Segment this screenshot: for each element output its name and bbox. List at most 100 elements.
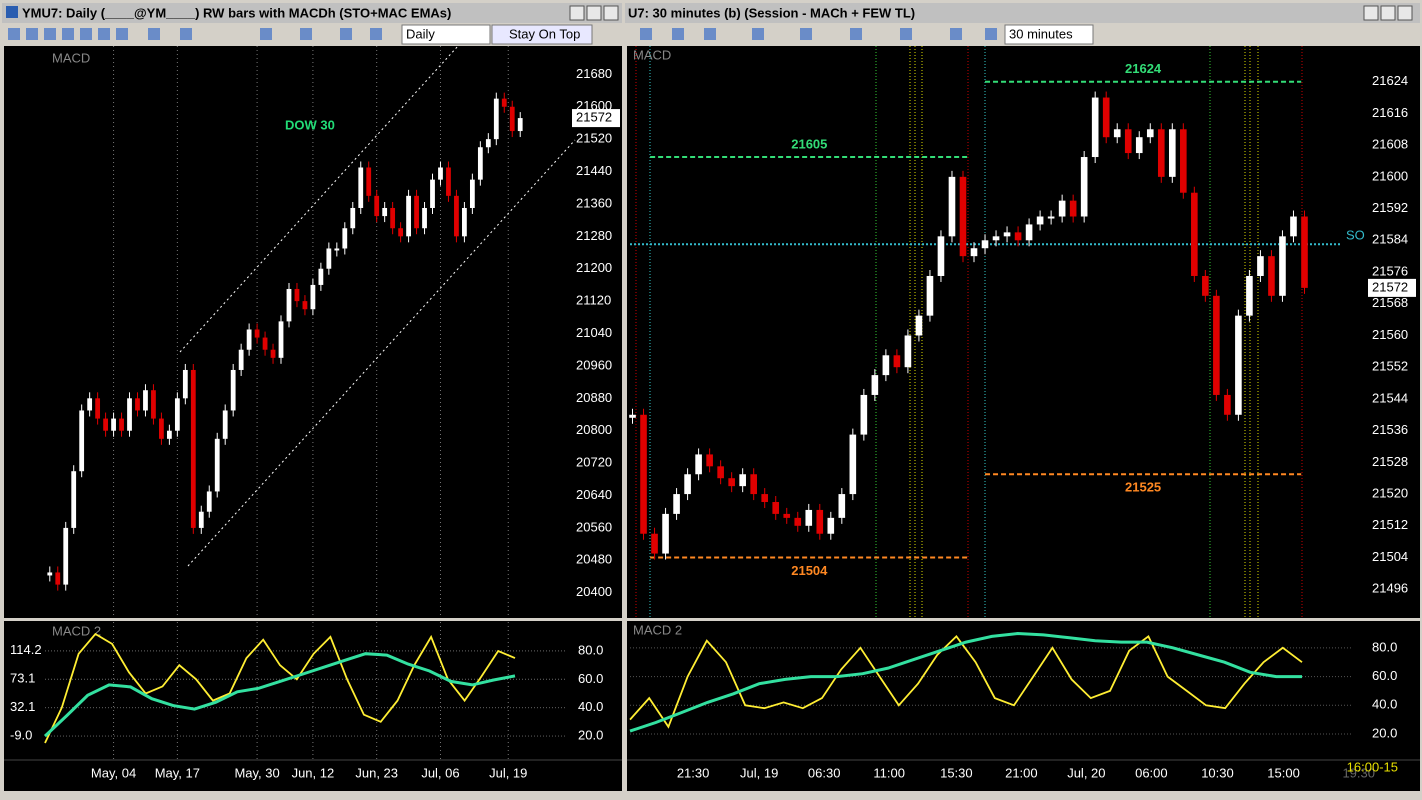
x-tick-label: 06:30 (808, 765, 841, 780)
stay-on-top-button[interactable] (491, 24, 593, 45)
candle (262, 337, 268, 350)
x-tick-label: Jun, 12 (292, 765, 335, 780)
candle (103, 418, 108, 431)
candle (1257, 256, 1264, 276)
y-tick-label: 21496 (1372, 581, 1408, 596)
tool-icon[interactable] (80, 28, 92, 40)
tool-icon[interactable] (985, 28, 997, 40)
tool-icon[interactable] (98, 28, 110, 40)
last-price-box (572, 109, 620, 128)
interval-dropdown[interactable] (1004, 24, 1094, 45)
candle (1213, 295, 1220, 395)
tool-icon[interactable] (800, 28, 812, 40)
candle (1036, 216, 1044, 225)
toolbar (8, 28, 382, 40)
y-tick-label: 21576 (1372, 263, 1408, 278)
level-label: 21624 (1125, 61, 1162, 76)
tool-icon[interactable] (752, 28, 764, 40)
tool-icon[interactable] (900, 28, 912, 40)
candle (390, 207, 396, 229)
candle (334, 248, 340, 251)
candle (1003, 232, 1011, 237)
candle (182, 369, 188, 399)
candle (469, 179, 475, 208)
candle (127, 398, 132, 431)
window-title: YMU7: Daily (____@YM____) RW bars with M… (22, 5, 451, 20)
candle (294, 288, 300, 302)
tool-icon[interactable] (950, 28, 962, 40)
x-tick-label: 15:30 (940, 765, 973, 780)
maximize-button[interactable] (586, 5, 602, 21)
candle (893, 355, 901, 368)
close-button[interactable] (603, 5, 619, 21)
tool-icon[interactable] (116, 28, 128, 40)
y-tick-label: 114.2 (10, 642, 42, 657)
x-tick-label: Jun, 23 (355, 765, 398, 780)
candle (904, 335, 912, 368)
tool-icon[interactable] (260, 28, 272, 40)
candle (772, 502, 780, 514)
minimize-button[interactable] (569, 5, 585, 21)
interval-dropdown[interactable] (401, 24, 491, 45)
candle (55, 572, 61, 585)
y-tick-label: 21584 (1372, 232, 1408, 247)
candle (278, 321, 284, 358)
candle (493, 98, 499, 140)
tool-icon[interactable] (672, 28, 684, 40)
minimize-button[interactable] (1363, 5, 1379, 21)
candle (477, 147, 483, 180)
tool-icon[interactable] (340, 28, 352, 40)
y-tick-label: 21536 (1372, 422, 1408, 437)
candle (794, 517, 802, 526)
candle (1091, 97, 1099, 158)
tool-icon[interactable] (148, 28, 160, 40)
candle (1202, 275, 1209, 296)
y-tick-label: 21120 (576, 293, 611, 308)
tool-icon[interactable] (44, 28, 56, 40)
candle (816, 509, 824, 534)
tool-icon[interactable] (8, 28, 20, 40)
tool-icon[interactable] (180, 28, 192, 40)
candle (446, 167, 451, 196)
tool-icon[interactable] (26, 28, 38, 40)
tool-icon[interactable] (640, 28, 652, 40)
window-title: U7: 30 minutes (b) (Session - MACh + FEW… (628, 5, 915, 20)
x-tick-label: 21:00 (1005, 765, 1038, 780)
candle (222, 410, 228, 439)
candle (382, 207, 388, 217)
close-button[interactable] (1397, 5, 1413, 21)
y-tick-label: 21680 (576, 66, 612, 81)
candle (135, 398, 140, 411)
y-tick-label: 21512 (1372, 517, 1408, 532)
candle (761, 494, 769, 503)
candle (159, 418, 164, 439)
candle (302, 301, 308, 310)
candle (838, 494, 846, 518)
y-tick-label: 21520 (576, 131, 612, 146)
indicator-line (629, 631, 1302, 733)
y-tick-label: 21552 (1372, 359, 1408, 374)
candle (1014, 232, 1022, 241)
candle (673, 494, 680, 514)
candle (882, 355, 890, 376)
y-tick-label: 20640 (576, 487, 612, 502)
tool-icon[interactable] (850, 28, 862, 40)
indicator-panel (627, 621, 1420, 791)
tool-icon[interactable] (704, 28, 716, 40)
candle (438, 167, 443, 180)
tool-icon[interactable] (370, 28, 382, 40)
y-tick-label: 20560 (576, 519, 612, 534)
candle (695, 454, 702, 475)
candle (970, 248, 978, 257)
candle (485, 139, 491, 148)
candle (1069, 200, 1077, 217)
maximize-button[interactable] (1380, 5, 1396, 21)
candle (462, 207, 467, 237)
tool-icon[interactable] (300, 28, 312, 40)
tool-icon[interactable] (62, 28, 74, 40)
candle (1080, 157, 1088, 217)
trend-line (187, 139, 576, 567)
candle (706, 454, 713, 467)
candle (849, 434, 857, 495)
y-tick-label: 21528 (1372, 454, 1408, 469)
